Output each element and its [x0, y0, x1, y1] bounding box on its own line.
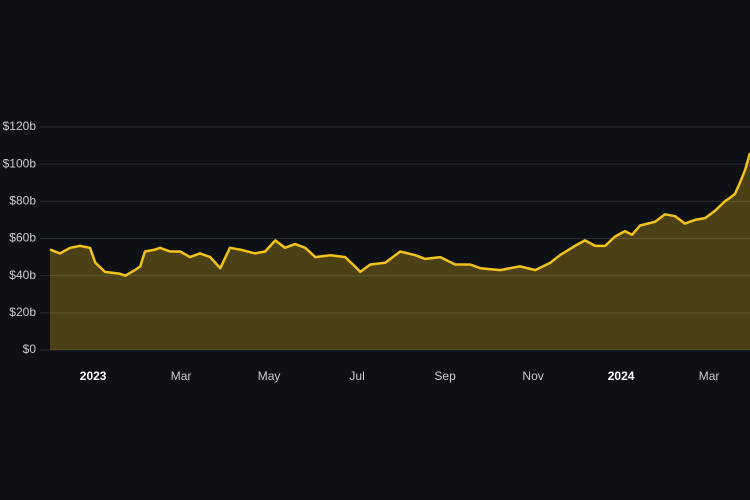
x-tick-label: Jul: [349, 369, 364, 383]
y-tick-label: $60b: [9, 231, 36, 245]
line: [49, 152, 750, 277]
x-tick-label: Mar: [171, 369, 192, 383]
y-tick-label: $100b: [3, 156, 37, 170]
x-tick-label: Nov: [522, 369, 543, 383]
x-tick-label: 2023: [80, 369, 107, 383]
y-tick-label: $20b: [9, 305, 36, 319]
y-tick-label: $120b: [3, 119, 37, 133]
y-tick-label: $80b: [9, 194, 36, 208]
x-tick-label: Sep: [434, 369, 456, 383]
y-tick-label: $0: [23, 342, 37, 356]
y-tick-label: $40b: [9, 268, 36, 282]
x-tick-label: May: [258, 369, 281, 383]
x-tick-label: 2024: [608, 369, 635, 383]
area: [50, 153, 750, 350]
x-tick-label: Mar: [699, 369, 720, 383]
